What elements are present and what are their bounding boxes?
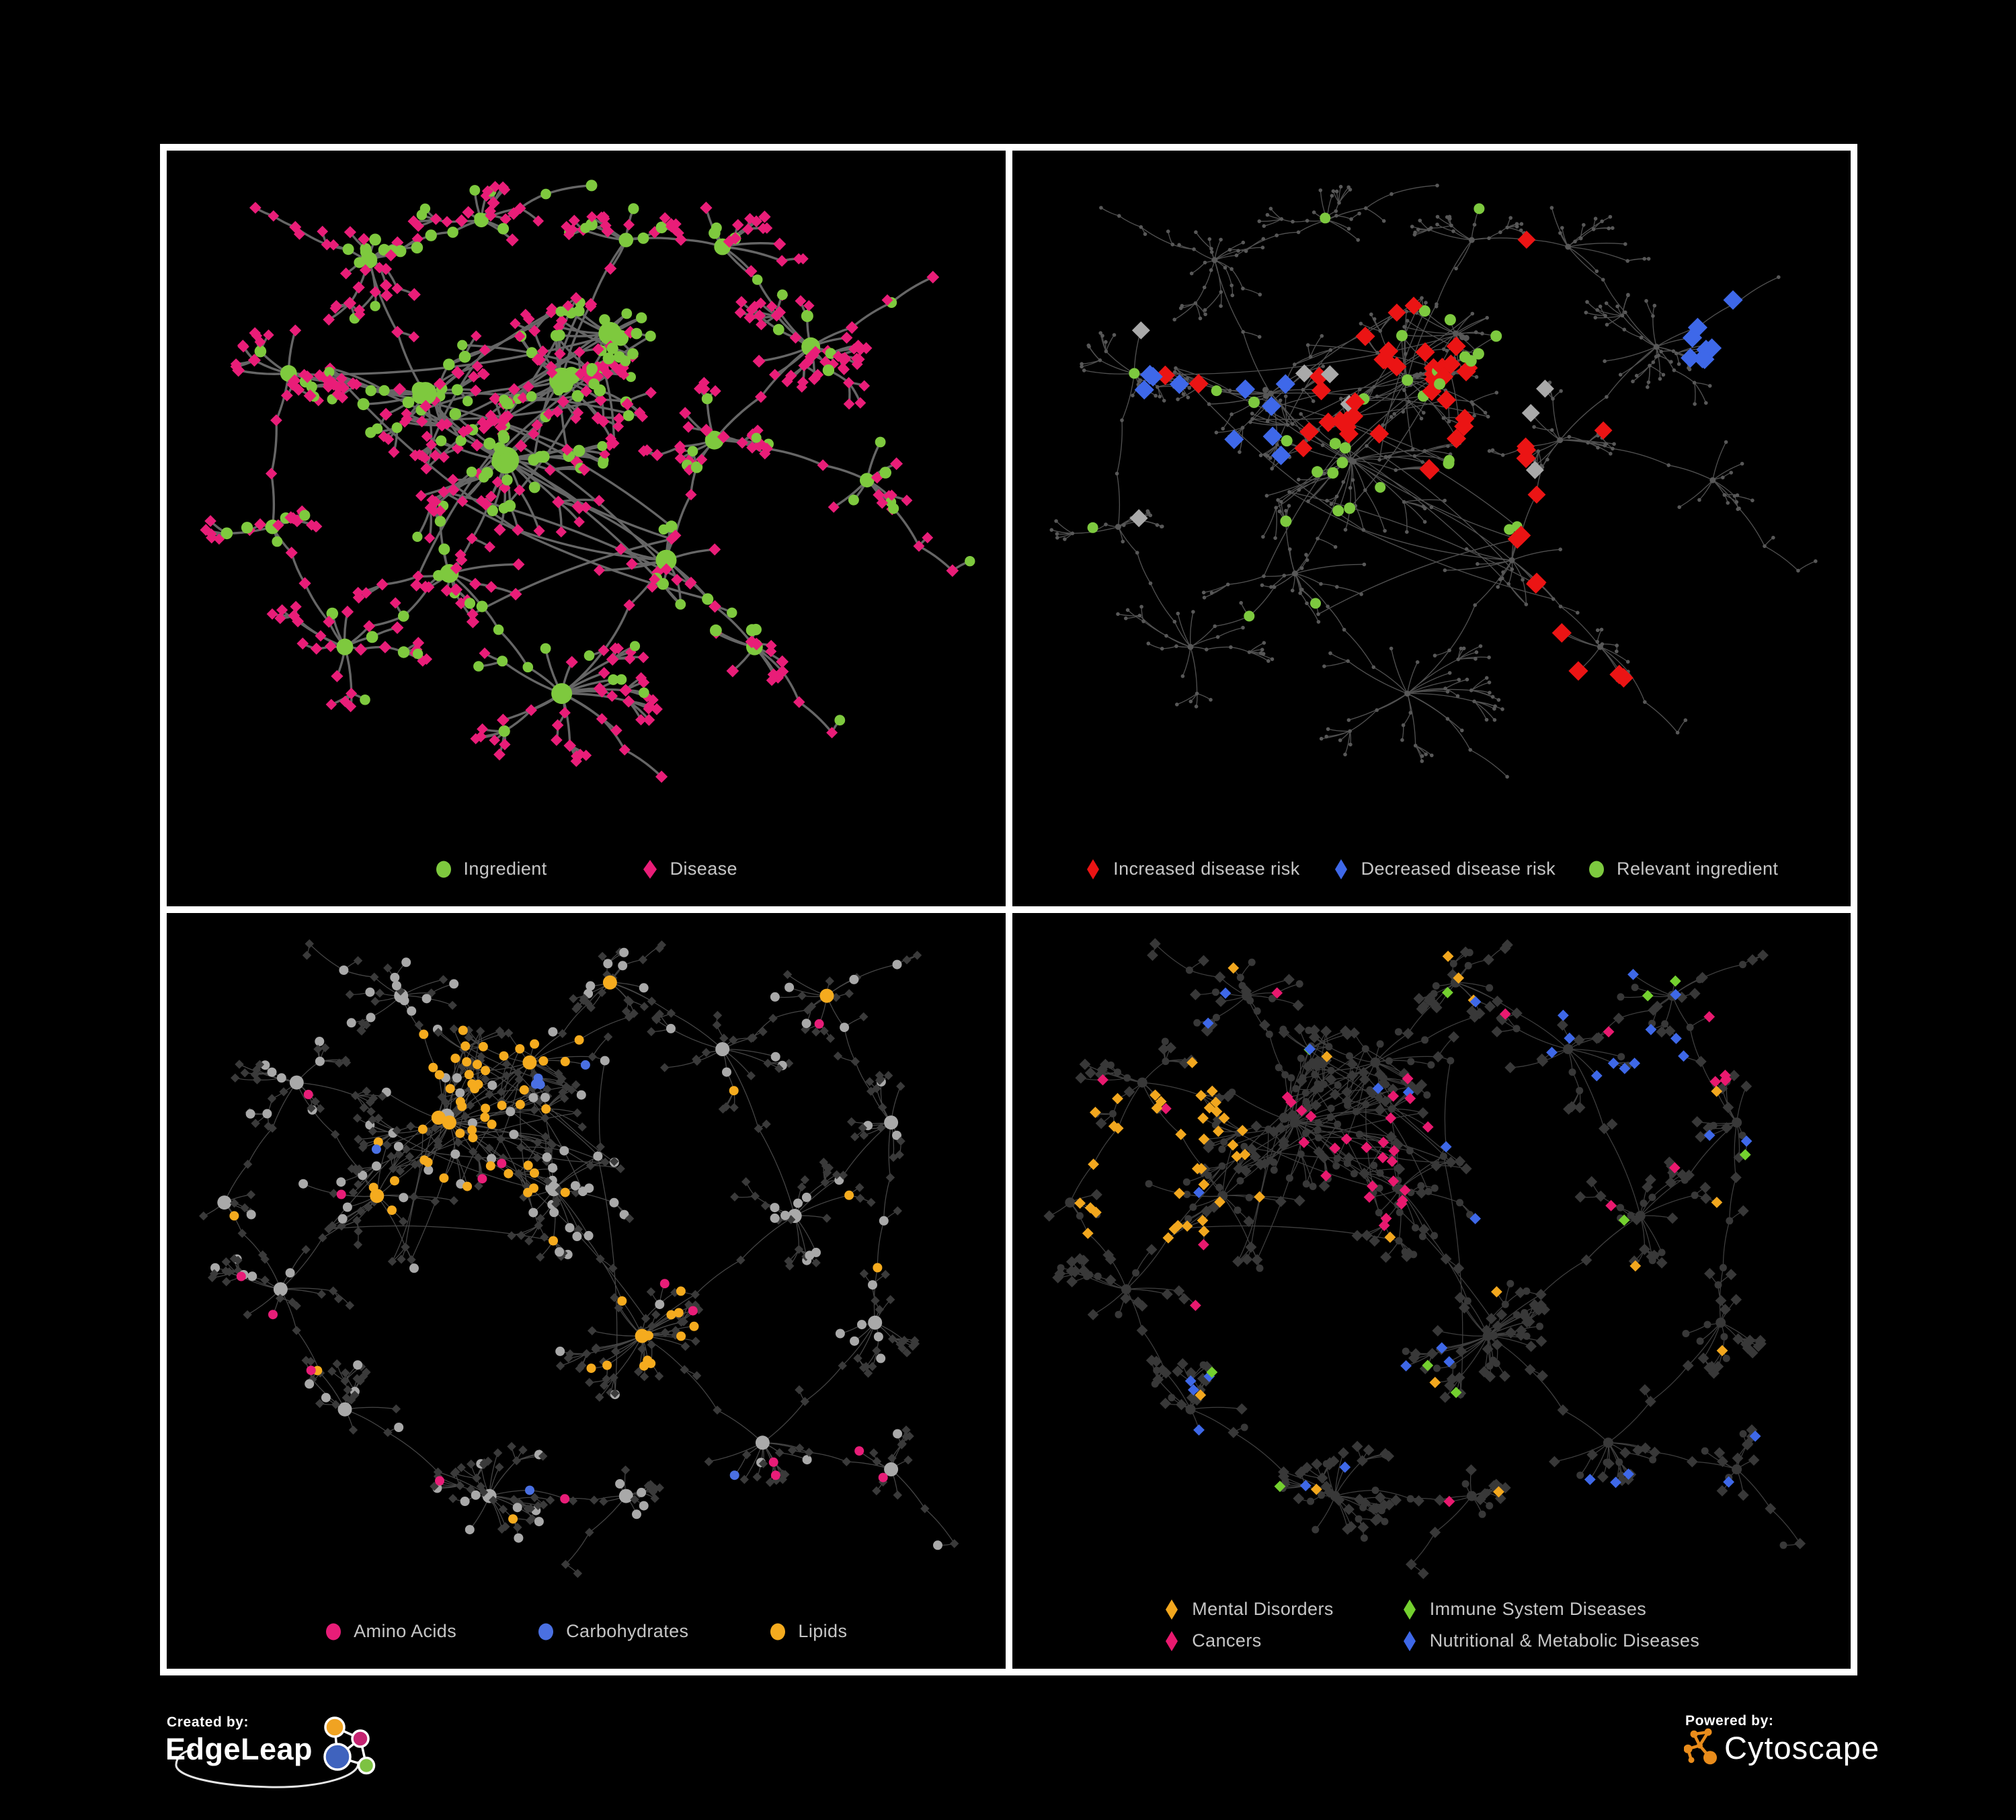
legend-item: Amino Acids [325, 1621, 456, 1642]
legend-item: Mental Disorders [1163, 1599, 1333, 1620]
legend-label: Nutritional & Metabolic Diseases [1429, 1630, 1700, 1651]
powered-by-label: Powered by: [1685, 1713, 1774, 1729]
legend-label: Increased disease risk [1113, 859, 1300, 879]
legend-item: Increased disease risk [1084, 859, 1299, 879]
legend-label: Mental Disorders [1192, 1599, 1334, 1619]
legend-item: Cancers [1163, 1630, 1333, 1651]
legend-label: Cancers [1192, 1630, 1262, 1651]
network-graph-ingredient-categories [199, 939, 959, 1578]
legend-disease-risk: Increased disease risk Decreased disease… [1012, 859, 1851, 879]
legend-label: Immune System Diseases [1429, 1599, 1647, 1619]
panel-disease-categories: Mental Disorders Immune System Diseases … [1012, 913, 1851, 1669]
legend-item: Disease [641, 859, 737, 879]
legend-item: Ingredient [435, 859, 547, 879]
legend-disease-categories: Mental Disorders Immune System Diseases … [1012, 1599, 1851, 1651]
legend-ingredient-categories: Amino Acids Carbohydrates Lipids [167, 1621, 1006, 1642]
edgeleap-logo-icon [175, 1716, 376, 1788]
cytoscape-logo-icon [1684, 1728, 1717, 1765]
legend-item: Immune System Diseases [1401, 1599, 1699, 1620]
disease-diamond-icon [643, 859, 657, 879]
network-graph-disease-categories [1043, 938, 1806, 1579]
legend-item: Carbohydrates [537, 1621, 688, 1642]
edgeleap-credit: Created by: EdgeLeap [161, 1709, 403, 1817]
panel-disease-risk: Increased disease risk Decreased disease… [1012, 151, 1851, 906]
legend-item: Relevant ingredient [1588, 859, 1778, 879]
created-by-label: Created by: [167, 1714, 249, 1730]
legend-item: Nutritional & Metabolic Diseases [1401, 1630, 1699, 1651]
legend-item: Decreased disease risk [1332, 859, 1556, 879]
panel-ingredient-disease: Ingredient Disease [167, 151, 1006, 906]
edgeleap-logo-text: EdgeLeap [165, 1732, 313, 1766]
legend-label: Relevant ingredient [1617, 859, 1779, 879]
cytoscape-logo-text: Cytoscape [1724, 1729, 1880, 1766]
decreased-risk-diamond-icon [1334, 859, 1347, 879]
immune-system-diseases-diamond-icon [1403, 1599, 1416, 1620]
legend-label: Disease [670, 859, 737, 879]
legend-label: Lipids [798, 1621, 848, 1641]
legend-label: Ingredient [463, 859, 547, 879]
figure-grid: Ingredient Disease Increased disease ris… [160, 144, 1857, 1675]
legend-label: Amino Acids [354, 1621, 457, 1641]
legend-item: Lipids [769, 1621, 847, 1642]
panel-ingredient-categories: Amino Acids Carbohydrates Lipids [167, 913, 1006, 1669]
cancers-diamond-icon [1166, 1630, 1178, 1651]
lipids-circle-icon [770, 1623, 786, 1640]
increased-risk-diamond-icon [1087, 859, 1100, 879]
network-graph-ingredient-disease [200, 180, 975, 783]
cytoscape-credit: Powered by: Cytoscape [1684, 1709, 1939, 1817]
carbohydrates-circle-icon [538, 1623, 554, 1640]
amino-acids-circle-icon [326, 1623, 341, 1640]
mental-disorders-diamond-icon [1166, 1599, 1178, 1620]
network-graph-disease-risk [1049, 184, 1818, 779]
legend-label: Carbohydrates [566, 1621, 689, 1641]
nutritional-metabolic-diseases-diamond-icon [1403, 1630, 1416, 1651]
legend-ingredient-disease: Ingredient Disease [167, 859, 1006, 879]
legend-label: Decreased disease risk [1361, 859, 1556, 879]
relevant-ingredient-circle-icon [1589, 861, 1605, 877]
ingredient-circle-icon [436, 861, 451, 877]
